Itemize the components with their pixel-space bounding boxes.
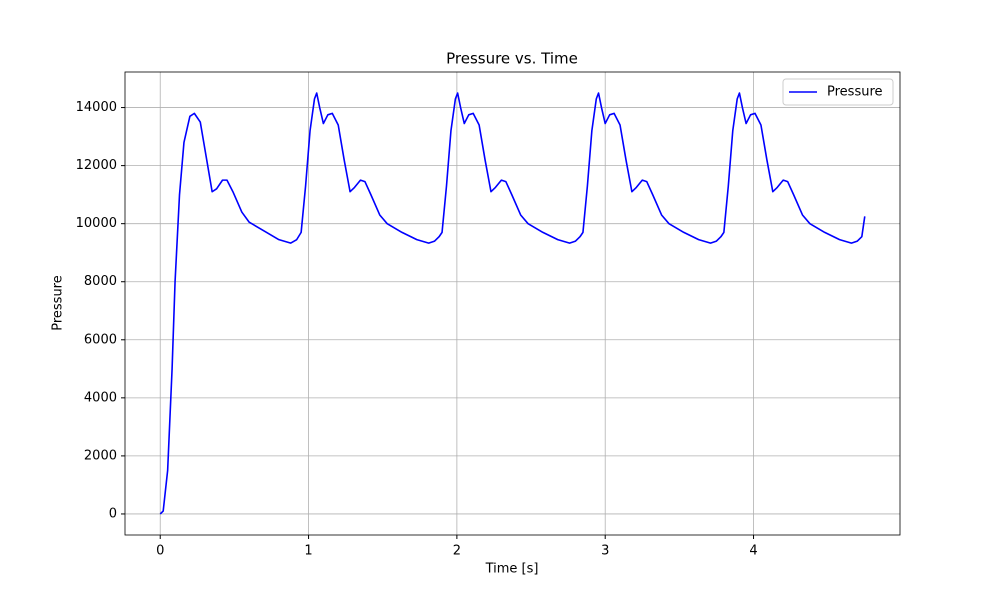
y-tick-label: 8000 (84, 274, 117, 289)
x-tick-label: 3 (601, 544, 609, 559)
x-tick-label: 1 (304, 544, 312, 559)
y-tick-label: 4000 (84, 390, 117, 405)
legend-box (782, 78, 894, 106)
y-axis-label: Pressure (51, 275, 66, 331)
x-axis-label: Time [s] (485, 562, 539, 577)
y-tick-label: 6000 (84, 332, 117, 347)
y-tick-label: 14000 (76, 100, 117, 115)
x-tick-label: 4 (749, 544, 757, 559)
chart-title: Pressure vs. Time (446, 50, 578, 68)
y-tick-label: 12000 (76, 158, 117, 173)
line-series (159, 92, 866, 515)
x-tick-label: 2 (453, 544, 461, 559)
plot-frame (124, 71, 901, 536)
x-tick-label: 0 (156, 544, 164, 559)
legend-label: Pressure (827, 85, 883, 100)
y-tick-label: 10000 (76, 216, 117, 231)
y-tick-label: 2000 (84, 448, 117, 463)
y-tick-label: 0 (109, 506, 117, 521)
